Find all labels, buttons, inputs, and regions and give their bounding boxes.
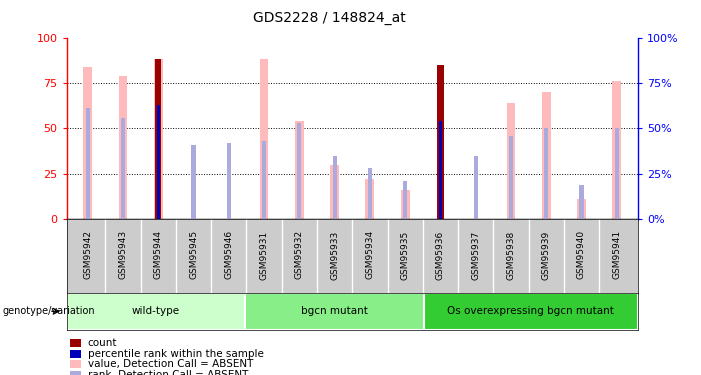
Text: value, Detection Call = ABSENT: value, Detection Call = ABSENT [88,359,253,369]
Bar [509,136,513,219]
Bar [245,292,423,330]
Text: bgcn mutant: bgcn mutant [301,306,368,316]
Bar [191,145,196,219]
Bar [155,59,161,219]
Text: GSM95943: GSM95943 [118,230,128,279]
Bar [297,123,301,219]
Bar [118,76,128,219]
Text: GSM95942: GSM95942 [83,230,93,279]
Bar [474,156,478,219]
Text: GDS2228 / 148824_at: GDS2228 / 148824_at [253,11,406,25]
Bar [156,105,160,219]
Bar [259,59,268,219]
Bar [86,108,90,219]
Bar [67,292,245,330]
Bar [577,200,586,219]
Text: GSM95939: GSM95939 [542,230,551,280]
Text: GSM95936: GSM95936 [436,230,445,280]
Bar [368,168,372,219]
Bar [544,129,548,219]
Bar [615,129,619,219]
Text: GSM95941: GSM95941 [612,230,621,279]
Text: percentile rank within the sample: percentile rank within the sample [88,349,264,358]
Text: wild-type: wild-type [132,306,180,316]
Bar [262,141,266,219]
Text: count: count [88,338,117,348]
Text: GSM95933: GSM95933 [330,230,339,280]
Bar [332,156,336,219]
Text: GSM95938: GSM95938 [506,230,515,280]
Bar [295,121,304,219]
Bar [365,179,374,219]
Text: Os overexpressing bgcn mutant: Os overexpressing bgcn mutant [447,306,614,316]
Text: GSM95932: GSM95932 [295,230,304,279]
Text: GSM95946: GSM95946 [224,230,233,279]
Bar [439,121,442,219]
Text: GSM95944: GSM95944 [154,230,163,279]
Text: GSM95935: GSM95935 [401,230,409,280]
Text: GSM95945: GSM95945 [189,230,198,279]
Bar [121,117,125,219]
Bar [401,190,409,219]
Text: GSM95934: GSM95934 [365,230,374,279]
Bar [507,103,515,219]
Bar [83,67,92,219]
Bar [542,92,550,219]
Bar [330,165,339,219]
Bar [226,143,231,219]
Text: GSM95940: GSM95940 [577,230,586,279]
Bar [423,292,638,330]
Text: rank, Detection Call = ABSENT: rank, Detection Call = ABSENT [88,370,248,375]
Bar [403,181,407,219]
Bar [154,59,163,219]
Bar [437,65,444,219]
Text: GSM95937: GSM95937 [471,230,480,280]
Bar [579,185,584,219]
Text: genotype/variation: genotype/variation [2,306,95,316]
Text: GSM95931: GSM95931 [259,230,268,280]
Bar [613,81,621,219]
